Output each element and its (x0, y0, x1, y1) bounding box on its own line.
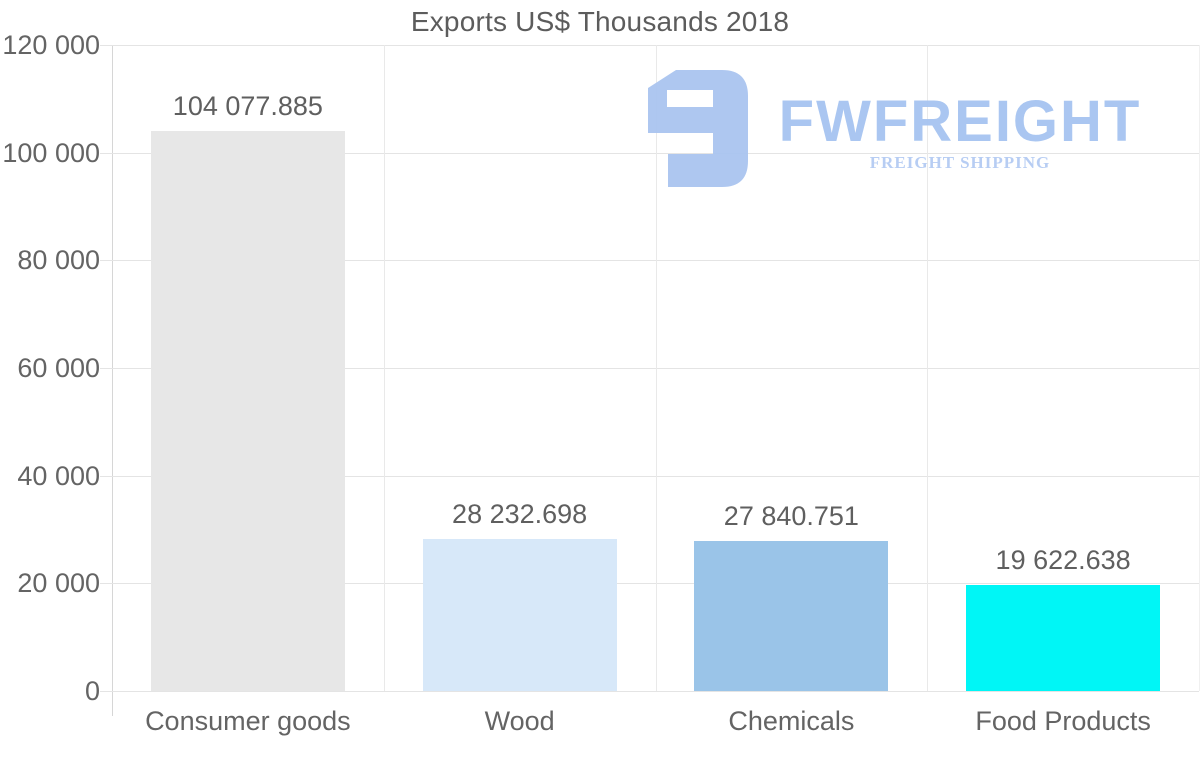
y-tick-label: 120 000 (2, 30, 100, 60)
bar-consumer-goods[interactable] (150, 130, 345, 691)
y-axis-line (112, 45, 113, 716)
logo-tagline-text: FREIGHT SHIPPING (869, 153, 1051, 172)
bar-value-label-chemicals: 27 840.751 (723, 501, 859, 532)
gridline-120000 (100, 45, 1199, 46)
bar-value-label-wood: 28 232.698 (452, 499, 588, 530)
bar-chemicals[interactable] (694, 541, 889, 691)
logo-text-block: FWFREIGHT FREIGHT SHIPPING (775, 93, 1145, 172)
gridline-40000 (100, 475, 1199, 477)
chart-title: Exports US$ Thousands 2018 (410, 6, 790, 37)
x-category-label-chemicals: Chemicals (728, 706, 855, 736)
x-category-label-food-products: Food Products (975, 706, 1151, 736)
gridline-vertical (656, 45, 657, 691)
fwfreight-logo-icon (648, 70, 748, 187)
bar-food-products[interactable] (966, 585, 1161, 691)
gridline-0 (100, 691, 1199, 692)
y-tick-label: 80 000 (17, 245, 100, 276)
y-tick-label: 40 000 (17, 460, 100, 491)
x-category-label-consumer-goods: Consumer goods (145, 706, 351, 736)
gridline-100000 (100, 152, 1199, 154)
gridline-60000 (100, 368, 1199, 369)
gridline-20000 (100, 583, 1199, 585)
fwfreight-logo: FWFREIGHT FREIGHT SHIPPING (648, 68, 1158, 188)
gridline-vertical (384, 45, 385, 691)
bar-wood[interactable] (422, 539, 617, 691)
y-tick-label: 20 000 (17, 568, 100, 599)
y-tick-label: 0 (84, 676, 100, 706)
y-axis: 0 20 000 40 000 60 000 80 000 100 000 120 000 (0, 0, 100, 763)
logo-brand-text: FWFREIGHT (778, 89, 1142, 154)
plot-area: 104 077.885 28 232.698 27 840.751 19 622.63… (100, 45, 1200, 692)
bar-value-label-food-products: 19 622.638 (995, 545, 1131, 576)
y-tick-label: 60 000 (17, 353, 100, 383)
y-tick-label: 100 000 (2, 137, 100, 168)
bar-value-label-consumer-goods: 104 077.885 (172, 90, 323, 121)
x-category-label-wood: Wood (484, 706, 555, 736)
gridline-vertical (927, 45, 928, 691)
gridline-80000 (100, 260, 1199, 262)
x-axis: Consumer goods Wood Chemicals Food Products (112, 706, 1199, 746)
